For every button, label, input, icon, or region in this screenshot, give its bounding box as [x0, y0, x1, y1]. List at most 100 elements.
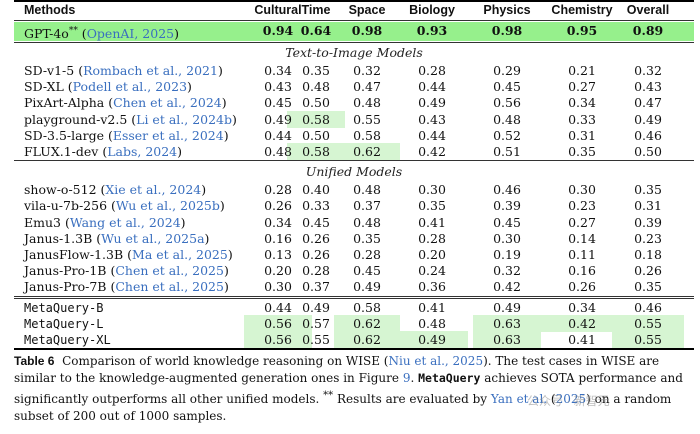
score-cell: 0.48 — [353, 214, 381, 230]
score-cell: 0.48 — [353, 95, 381, 111]
score-cell: 0.32 — [634, 63, 662, 78]
score-cell: 0.39 — [493, 198, 521, 214]
best-cell-highlight — [334, 331, 400, 349]
method-cite-wrap: (Rombach et al., 2021) — [74, 63, 223, 78]
score-cell: 0.11 — [568, 247, 596, 262]
score-cell: 0.45 — [264, 95, 292, 111]
caption-text-6: ( — [547, 392, 556, 406]
score-cell: 0.16 — [264, 230, 292, 246]
column-header: Overall — [626, 3, 670, 17]
method-cite-wrap: (Wu et al., 2025a) — [92, 230, 210, 246]
citation-link[interactable]: Podell et al., 2023 — [72, 79, 188, 95]
citation-link[interactable]: Wu et al., 2025a — [101, 230, 205, 246]
score-cell: 0.58 — [353, 127, 381, 143]
citation-link[interactable]: Rombach et al., 2021 — [83, 63, 218, 78]
caption-text-2: ). The test cases in WISE are similar to… — [14, 354, 660, 385]
method-label: Emu3 — [24, 214, 61, 230]
score-cell: 0.49 — [353, 279, 381, 295]
ours-rule — [14, 297, 694, 299]
score-cell: 0.43 — [418, 111, 446, 127]
gpt-rule — [14, 42, 694, 43]
score-cell: 0.23 — [634, 230, 662, 246]
score-cell: 0.48 — [493, 111, 521, 127]
method-cite-wrap: (Podell et al., 2023) — [63, 79, 192, 95]
method-name: show-o-512 (Xie et al., 2024) — [24, 181, 206, 199]
table-row: show-o-512 (Xie et al., 2024) 0.28 0.40 0.4… — [14, 181, 694, 199]
method-cite-wrap: (Li et al., 2024b) — [127, 111, 237, 127]
table-row: Janus-Pro-1B (Chen et al., 2025) 0.20 0.28… — [14, 262, 694, 280]
method-cite-wrap: (Wu et al., 2025b) — [107, 198, 225, 214]
citation-link[interactable]: Xie et al., 2024 — [105, 182, 202, 198]
score-cell: 0.51 — [493, 144, 521, 159]
score-cell: 0.42 — [493, 279, 521, 295]
score-cell: 0.95 — [566, 23, 598, 38]
column-header: Chemistry — [551, 3, 613, 17]
score-cell: 0.23 — [568, 198, 596, 214]
method-name: Janus-Pro-7B (Chen et al., 2025) — [24, 278, 229, 296]
score-cell: 0.41 — [418, 299, 446, 315]
table-row: playground-v2.5 (Li et al., 2024b) 0.49 0.… — [14, 110, 694, 129]
score-cell: 0.30 — [568, 182, 596, 198]
citation-link[interactable]: Li et al., 2024b — [136, 111, 233, 127]
score-cell: 0.28 — [418, 63, 446, 78]
score-cell: 0.45 — [493, 79, 521, 95]
score-cell: 0.49 — [302, 299, 330, 315]
score-cell: 0.52 — [493, 127, 521, 143]
citation-link[interactable]: Chen et al., 2025 — [115, 263, 224, 279]
score-cell: 0.63 — [493, 332, 521, 347]
table-bottom-rule — [14, 348, 694, 350]
citation-link[interactable]: Esser et al., 2024 — [112, 127, 224, 143]
table-row: FLUX.1-dev (Labs, 2024) 0.48 0.58 0.62 0.42 0… — [14, 143, 694, 161]
citation-link[interactable]: Wu et al., 2025b — [115, 198, 220, 214]
caption-cite-niu[interactable]: Niu et al., 2025 — [388, 354, 484, 368]
citation-link[interactable]: Wang et al., 2024 — [69, 214, 181, 230]
method-label: FLUX.1-dev — [24, 144, 99, 159]
score-cell: 0.49 — [418, 95, 446, 111]
best-cell-highlight — [287, 143, 345, 161]
citation-link[interactable]: OpenAI, 2025 — [86, 26, 175, 42]
table-header: Methods Cultural Time Space Biology Physics Ch… — [14, 1, 694, 19]
caption-figure-link[interactable]: 9 — [402, 371, 411, 385]
score-cell: 0.98 — [491, 23, 523, 38]
method-cite-wrap: (Chen et al., 2025) — [106, 279, 229, 295]
score-cell: 0.27 — [568, 214, 596, 230]
score-cell: 0.62 — [353, 332, 381, 347]
citation-link[interactable]: Ma et al., 2025 — [132, 247, 228, 262]
citation-link[interactable]: Chen et al., 2024 — [113, 95, 222, 111]
method-name: JanusFlow-1.3B (Ma et al., 2025) — [24, 246, 233, 264]
method-name: MetaQuery-L — [24, 315, 103, 333]
score-cell: 0.35 — [634, 182, 662, 198]
caption-cite-yan[interactable]: Yan et al. — [490, 392, 548, 406]
caption-cite-yan-year[interactable]: 2025 — [555, 392, 587, 406]
highlight-row-bg — [14, 22, 694, 41]
score-cell: 0.56 — [493, 95, 521, 111]
score-cell: 0.46 — [634, 127, 662, 143]
method-cite-wrap: (OpenAI, 2025) — [77, 26, 179, 42]
table-row: MetaQuery-XL 0.56 0.55 0.62 0.49 0.63 0.41 0.55 — [14, 331, 694, 349]
table-top-rule — [14, 0, 694, 2]
score-cell: 0.36 — [418, 279, 446, 295]
score-cell: 0.29 — [493, 63, 521, 78]
table-row: Janus-Pro-7B (Chen et al., 2025) 0.30 0.37… — [14, 278, 694, 296]
score-cell: 0.58 — [353, 299, 381, 315]
method-label: Janus-Pro-1B — [24, 263, 107, 279]
score-cell: 0.35 — [634, 279, 662, 295]
method-cite-wrap: (Xie et al., 2024) — [96, 182, 207, 198]
score-cell: 0.43 — [634, 79, 662, 95]
score-cell: 0.44 — [264, 127, 292, 143]
best-cell-highlight — [334, 143, 400, 161]
score-cell: 0.63 — [493, 315, 521, 331]
caption-text-5: Results are evaluated by — [333, 392, 491, 406]
citation-link[interactable]: Chen et al., 2025 — [115, 279, 224, 295]
score-cell: 0.34 — [568, 95, 596, 111]
table-row: MetaQuery-B 0.44 0.49 0.58 0.41 0.49 0.34 0.46 — [14, 299, 694, 317]
score-cell: 0.56 — [264, 332, 292, 347]
method-name: MetaQuery-XL — [24, 331, 111, 349]
citation-link[interactable]: Labs, 2024 — [107, 144, 178, 159]
score-cell: 0.48 — [418, 315, 446, 331]
section-title: Unified Models — [305, 164, 403, 180]
caption-label: Table 6 — [14, 354, 55, 368]
score-cell: 0.31 — [568, 127, 596, 143]
method-name: playground-v2.5 (Li et al., 2024b) — [24, 111, 237, 129]
section-title: Text-to-Image Models — [285, 45, 423, 60]
